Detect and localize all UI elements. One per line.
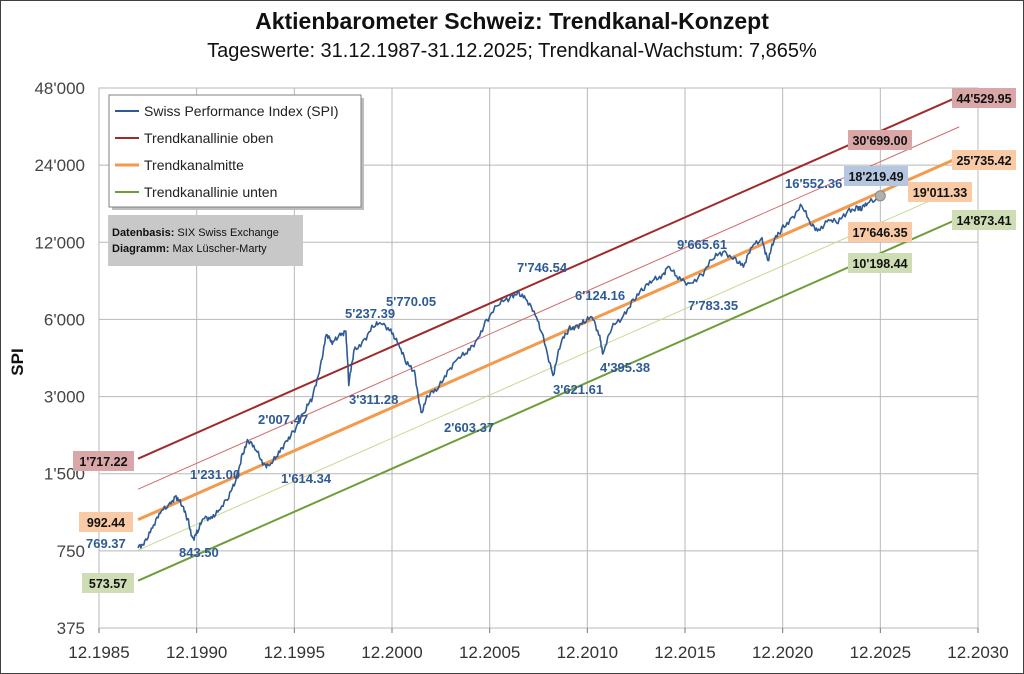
info-line-1: Datenbasis: SIX Swiss Exchange: [112, 227, 279, 239]
spi-data-label: 7'746.54: [517, 260, 568, 275]
legend-label: Swiss Performance Index (SPI): [144, 103, 339, 119]
spi-data-label: 1'231.00: [190, 467, 240, 482]
spi-data-label: 1'614.34: [281, 471, 332, 486]
x-tick-label: 12.2020: [752, 643, 813, 662]
value-box: [848, 222, 912, 242]
spi-data-label: 3'621.61: [553, 382, 603, 397]
chart-title: Aktienbarometer Schweiz: Trendkanal-Konz…: [255, 8, 769, 34]
value-box-label: 1'717.22: [79, 455, 127, 469]
value-box-label: 30'699.00: [852, 134, 907, 148]
value-box: [952, 210, 1016, 230]
x-tick-label: 12.2000: [361, 643, 422, 662]
legend-label: Trendkanallinie unten: [144, 184, 277, 200]
spi-series-line: [137, 195, 882, 549]
spi-current-marker: [874, 190, 886, 202]
y-tick-label: 6'000: [44, 310, 85, 329]
y-tick-label: 48'000: [34, 79, 85, 98]
spi-data-label: 843.50: [179, 545, 219, 560]
value-box-label: 18'219.49: [848, 170, 903, 184]
x-tick-label: 12.2025: [850, 643, 911, 662]
spi-data-label: 3'311.28: [349, 392, 398, 407]
spi-data-label: 16'552.36: [785, 176, 842, 191]
spi-data-label: 7'783.35: [688, 298, 738, 313]
trend-line: [137, 187, 960, 551]
trend-line: [137, 95, 960, 460]
x-tick-label: 12.2010: [557, 643, 618, 662]
value-box: [73, 451, 134, 471]
legend-box: [108, 94, 362, 208]
y-tick-label: 750: [57, 542, 85, 561]
x-tick-label: 12.1990: [166, 643, 227, 662]
x-tick-label: 12.2015: [654, 643, 715, 662]
chart-subtitle: Tageswerte: 31.12.1987-31.12.2025; Trend…: [207, 40, 817, 62]
value-box: [952, 88, 1016, 108]
legend-label: Trendkanalmitte: [144, 157, 244, 173]
spi-data-label: 5'237.39: [345, 306, 395, 321]
value-box: [952, 150, 1016, 170]
value-box: [82, 573, 134, 593]
value-box-label: 573.57: [89, 577, 127, 591]
value-box-label: 17'646.35: [852, 226, 907, 240]
spi-data-label: 769.37: [86, 536, 126, 551]
x-tick-label: 12.1995: [264, 643, 325, 662]
value-box: [79, 512, 133, 532]
value-box-label: 19'011.33: [913, 186, 967, 200]
info-line-2: Diagramm: Max Lüscher-Marty: [112, 243, 267, 255]
info-box: [108, 215, 303, 266]
spi-data-label: 4'395.38: [600, 360, 650, 375]
value-box-label: 992.44: [87, 516, 125, 530]
trend-line: [137, 217, 960, 582]
x-tick-label: 12.2030: [947, 643, 1008, 662]
spi-data-label: 2'603.37: [444, 420, 494, 435]
value-box-label: 25'735.42: [956, 154, 1011, 168]
spi-data-label: 9'665.61: [677, 237, 727, 252]
value-box: [848, 130, 912, 150]
trend-line: [137, 126, 960, 490]
spi-data-label: 2'007.47: [258, 412, 308, 427]
value-box-label: 44'529.95: [956, 92, 1011, 106]
y-tick-label: 375: [57, 619, 85, 638]
value-box: [848, 253, 912, 273]
y-tick-label: 24'000: [34, 156, 85, 175]
y-tick-label: 3'000: [44, 388, 85, 407]
x-tick-label: 12.1985: [68, 643, 129, 662]
value-box-label: 10'198.44: [852, 257, 907, 271]
x-tick-label: 12.2005: [459, 643, 520, 662]
legend-label: Trendkanallinie oben: [144, 130, 273, 146]
y-tick-label: 12'000: [34, 233, 85, 252]
value-box: [908, 182, 972, 202]
spi-data-label: 5'770.05: [386, 294, 436, 309]
spi-data-label: 6'124.16: [575, 288, 625, 303]
value-box: [844, 166, 908, 186]
value-box-label: 14'873.41: [956, 214, 1011, 228]
